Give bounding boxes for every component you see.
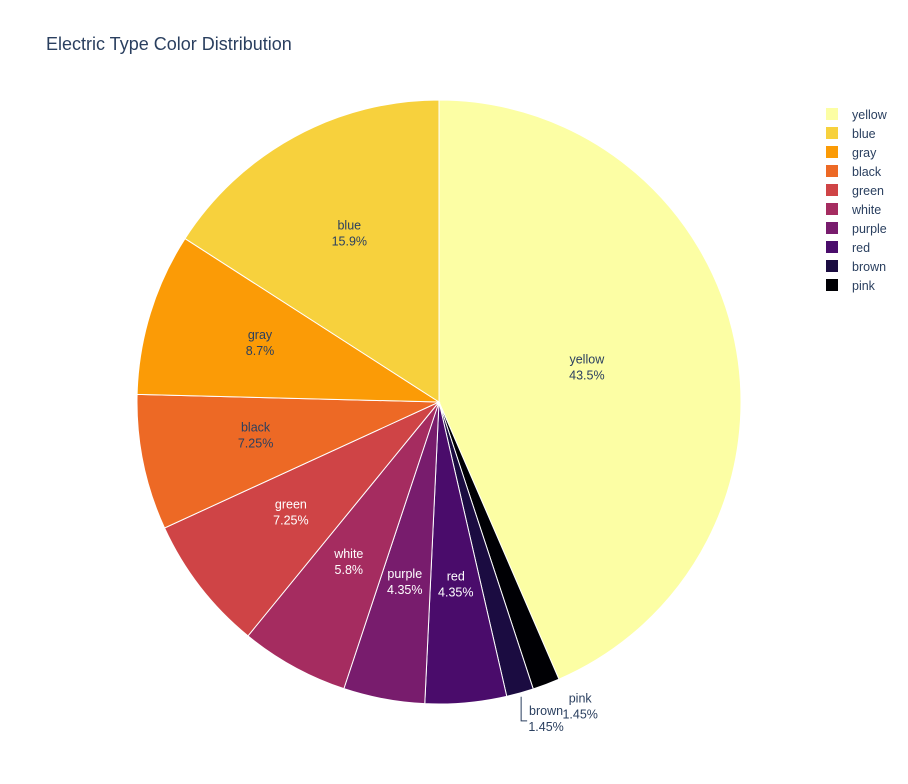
slice-label-black: black 7.25% [238, 421, 273, 451]
legend-label: purple [852, 222, 887, 236]
legend-item-purple[interactable]: purple [826, 222, 887, 236]
slice-label-name: yellow [569, 352, 605, 366]
slice-label-name: purple [387, 567, 422, 581]
legend-swatch [826, 203, 838, 215]
pie-slice-green[interactable] [163, 401, 440, 637]
slice-label-percent: 4.35% [438, 585, 473, 599]
legend-swatch [826, 127, 838, 139]
slice-label-name: white [333, 547, 363, 561]
slice-label-brown: brown 1.45% [520, 696, 564, 734]
slice-label-red: red 4.35% [438, 569, 473, 599]
legend-label: blue [852, 127, 876, 141]
slice-label-name: pink [569, 691, 593, 705]
slice-label-percent: 7.25% [273, 514, 308, 528]
slice-labels: yellow43.5%pink1.45%brown1.45%red4.35%pu… [238, 219, 605, 734]
legend-swatch [826, 165, 838, 177]
slice-label-name: black [241, 421, 271, 435]
legend-swatch [826, 241, 838, 253]
legend-label: white [851, 203, 881, 217]
slice-label-percent: 1.45% [562, 707, 597, 721]
legend-swatch [826, 260, 838, 272]
slice-label-blue: blue 15.9% [332, 219, 367, 249]
slice-label-white: white 5.8% [333, 547, 363, 577]
legend-label: green [852, 184, 884, 198]
pie-slice-black[interactable] [136, 393, 440, 529]
slice-label-name: green [275, 498, 307, 512]
legend-swatch [826, 108, 838, 120]
slice-label-name: red [447, 569, 465, 583]
legend-item-white[interactable]: white [826, 203, 881, 217]
pie-slice-gray[interactable] [136, 237, 441, 403]
legend-label: red [852, 241, 870, 255]
legend-label: black [852, 165, 882, 179]
legend-item-gray[interactable]: gray [826, 146, 877, 160]
slice-label-name: brown [529, 704, 563, 718]
legend-item-red[interactable]: red [826, 241, 870, 255]
slice-label-purple: purple 4.35% [387, 567, 422, 597]
slice-label-pink: pink 1.45% [562, 691, 597, 721]
slice-label-percent: 7.25% [238, 437, 273, 451]
slice-label-percent: 43.5% [569, 368, 604, 382]
slice-label-name: blue [337, 219, 361, 233]
legend-label: brown [852, 260, 886, 274]
slice-label-percent: 8.7% [246, 344, 275, 358]
slice-label-green: green 7.25% [273, 498, 308, 528]
slice-label-name: gray [248, 328, 273, 342]
legend-item-yellow[interactable]: yellow [826, 108, 888, 122]
legend-item-black[interactable]: black [826, 165, 882, 179]
slice-label-percent: 5.8% [335, 563, 364, 577]
leader-line-brown [520, 696, 528, 722]
legend-label: yellow [852, 108, 888, 122]
chart-title: Electric Type Color Distribution [46, 34, 292, 54]
legend-label: pink [852, 279, 876, 293]
legend-item-brown[interactable]: brown [826, 260, 886, 274]
legend-swatch [826, 184, 838, 196]
legend: yellow blue gray black green white purple red br… [826, 108, 888, 293]
slice-label-percent: 1.45% [528, 720, 563, 734]
legend-swatch [826, 146, 838, 158]
slice-label-gray: gray 8.7% [246, 328, 275, 358]
pie-slices [136, 99, 742, 705]
legend-swatch [826, 222, 838, 234]
legend-item-green[interactable]: green [826, 184, 884, 198]
legend-swatch [826, 279, 838, 291]
pie-slice-blue[interactable] [184, 99, 440, 403]
pie-slice-yellow[interactable] [438, 99, 742, 680]
slice-label-percent: 4.35% [387, 583, 422, 597]
legend-label: gray [852, 146, 877, 160]
slice-label-percent: 15.9% [332, 235, 367, 249]
legend-item-blue[interactable]: blue [826, 127, 876, 141]
legend-item-pink[interactable]: pink [826, 279, 876, 293]
slice-label-yellow: yellow 43.5% [569, 352, 605, 382]
